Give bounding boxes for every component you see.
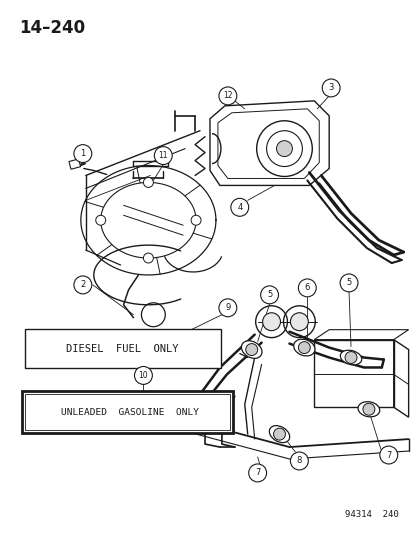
Circle shape xyxy=(344,352,356,364)
Text: UNLEADED  GASOLINE  ONLY: UNLEADED GASOLINE ONLY xyxy=(60,408,198,417)
Circle shape xyxy=(154,147,172,165)
Circle shape xyxy=(290,313,308,330)
FancyBboxPatch shape xyxy=(22,391,232,433)
Circle shape xyxy=(298,342,310,353)
Circle shape xyxy=(134,367,152,384)
Circle shape xyxy=(218,87,236,105)
Circle shape xyxy=(74,276,92,294)
Text: 5: 5 xyxy=(346,278,351,287)
Ellipse shape xyxy=(269,426,289,442)
Circle shape xyxy=(230,198,248,216)
Text: 7: 7 xyxy=(385,450,391,459)
Circle shape xyxy=(290,452,308,470)
Circle shape xyxy=(143,177,153,188)
Circle shape xyxy=(245,344,257,356)
Ellipse shape xyxy=(357,402,379,417)
Text: DIESEL  FUEL  ONLY: DIESEL FUEL ONLY xyxy=(66,344,178,353)
FancyBboxPatch shape xyxy=(25,394,229,430)
Text: 3: 3 xyxy=(328,84,333,92)
Text: 9: 9 xyxy=(225,303,230,312)
Text: 94314  240: 94314 240 xyxy=(344,510,398,519)
Text: 2: 2 xyxy=(80,280,85,289)
Circle shape xyxy=(339,274,357,292)
Circle shape xyxy=(260,286,278,304)
Text: 12: 12 xyxy=(223,91,232,100)
Text: 10: 10 xyxy=(138,371,148,380)
Circle shape xyxy=(276,141,292,157)
Circle shape xyxy=(191,215,201,225)
Text: 1: 1 xyxy=(80,149,85,158)
Text: 14–240: 14–240 xyxy=(19,19,85,37)
Circle shape xyxy=(262,313,280,330)
Circle shape xyxy=(362,403,374,415)
Circle shape xyxy=(248,464,266,482)
Circle shape xyxy=(273,428,285,440)
Ellipse shape xyxy=(339,350,361,365)
Text: 11: 11 xyxy=(158,151,168,160)
Circle shape xyxy=(143,253,153,263)
FancyBboxPatch shape xyxy=(25,329,221,368)
Ellipse shape xyxy=(241,341,261,358)
Bar xyxy=(69,159,81,169)
Text: 4: 4 xyxy=(237,203,242,212)
Text: 6: 6 xyxy=(304,284,309,293)
Text: 8: 8 xyxy=(296,456,301,465)
Circle shape xyxy=(74,144,92,163)
Circle shape xyxy=(95,215,105,225)
Circle shape xyxy=(379,446,397,464)
Ellipse shape xyxy=(293,339,314,356)
Text: 7: 7 xyxy=(254,469,260,478)
Circle shape xyxy=(218,299,236,317)
Circle shape xyxy=(321,79,339,97)
Circle shape xyxy=(298,279,316,297)
Text: 5: 5 xyxy=(266,290,271,300)
